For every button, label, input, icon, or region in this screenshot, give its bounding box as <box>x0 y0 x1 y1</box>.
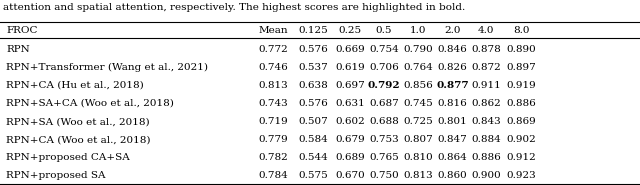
Text: 0.790: 0.790 <box>403 45 433 53</box>
Text: 0.537: 0.537 <box>298 63 328 72</box>
Text: 0.862: 0.862 <box>472 99 501 108</box>
Text: 0.900: 0.900 <box>472 171 501 180</box>
Text: 0.872: 0.872 <box>472 63 501 72</box>
Text: 0.919: 0.919 <box>507 81 536 90</box>
Text: 0.912: 0.912 <box>507 153 536 162</box>
Text: 0.679: 0.679 <box>335 135 365 144</box>
Text: 0.843: 0.843 <box>472 117 501 126</box>
Text: 0.772: 0.772 <box>259 45 288 53</box>
Text: 0.750: 0.750 <box>369 171 399 180</box>
Text: RPN+proposed CA+SA: RPN+proposed CA+SA <box>6 153 130 162</box>
Text: 0.689: 0.689 <box>335 153 365 162</box>
Text: attention and spatial attention, respectively. The highest scores are highlighte: attention and spatial attention, respect… <box>3 3 465 12</box>
Text: 4.0: 4.0 <box>478 26 495 35</box>
Text: 0.816: 0.816 <box>438 99 467 108</box>
Text: 0.897: 0.897 <box>507 63 536 72</box>
Text: 0.619: 0.619 <box>335 63 365 72</box>
Text: 0.923: 0.923 <box>507 171 536 180</box>
Text: 0.743: 0.743 <box>259 99 288 108</box>
Text: 0.869: 0.869 <box>507 117 536 126</box>
Text: 0.754: 0.754 <box>369 45 399 53</box>
Text: 8.0: 8.0 <box>513 26 530 35</box>
Text: 0.631: 0.631 <box>335 99 365 108</box>
Text: 0.719: 0.719 <box>259 117 288 126</box>
Text: 0.792: 0.792 <box>368 81 400 90</box>
Text: 0.782: 0.782 <box>259 153 288 162</box>
Text: 0.877: 0.877 <box>436 81 468 90</box>
Text: 0.902: 0.902 <box>507 135 536 144</box>
Text: 0.878: 0.878 <box>472 45 501 53</box>
Text: 0.813: 0.813 <box>259 81 288 90</box>
Text: 0.810: 0.810 <box>403 153 433 162</box>
Text: 0.890: 0.890 <box>507 45 536 53</box>
Text: 0.765: 0.765 <box>369 153 399 162</box>
Text: 0.638: 0.638 <box>298 81 328 90</box>
Text: 0.669: 0.669 <box>335 45 365 53</box>
Text: 0.764: 0.764 <box>403 63 433 72</box>
Text: 0.576: 0.576 <box>298 45 328 53</box>
Text: 0.784: 0.784 <box>259 171 288 180</box>
Text: 0.886: 0.886 <box>472 153 501 162</box>
Text: 0.688: 0.688 <box>369 117 399 126</box>
Text: RPN: RPN <box>6 45 30 53</box>
Text: RPN+proposed SA: RPN+proposed SA <box>6 171 106 180</box>
Text: 0.602: 0.602 <box>335 117 365 126</box>
Text: 0.807: 0.807 <box>403 135 433 144</box>
Text: 0.25: 0.25 <box>339 26 362 35</box>
Text: 0.576: 0.576 <box>298 99 328 108</box>
Text: 0.746: 0.746 <box>259 63 288 72</box>
Text: 0.575: 0.575 <box>298 171 328 180</box>
Text: Mean: Mean <box>259 26 288 35</box>
Text: 0.846: 0.846 <box>438 45 467 53</box>
Text: 0.911: 0.911 <box>472 81 501 90</box>
Text: 0.706: 0.706 <box>369 63 399 72</box>
Text: 0.125: 0.125 <box>298 26 328 35</box>
Text: 0.856: 0.856 <box>403 81 433 90</box>
Text: 0.779: 0.779 <box>259 135 288 144</box>
Text: 0.725: 0.725 <box>403 117 433 126</box>
Text: RPN+SA+CA (Woo et al., 2018): RPN+SA+CA (Woo et al., 2018) <box>6 99 174 108</box>
Text: 2.0: 2.0 <box>444 26 461 35</box>
Text: 0.813: 0.813 <box>403 171 433 180</box>
Text: 0.5: 0.5 <box>376 26 392 35</box>
Text: 0.687: 0.687 <box>369 99 399 108</box>
Text: 1.0: 1.0 <box>410 26 426 35</box>
Text: 0.584: 0.584 <box>298 135 328 144</box>
Text: RPN+SA (Woo et al., 2018): RPN+SA (Woo et al., 2018) <box>6 117 150 126</box>
Text: RPN+CA (Woo et al., 2018): RPN+CA (Woo et al., 2018) <box>6 135 151 144</box>
Text: 0.745: 0.745 <box>403 99 433 108</box>
Text: 0.697: 0.697 <box>335 81 365 90</box>
Text: RPN+Transformer (Wang et al., 2021): RPN+Transformer (Wang et al., 2021) <box>6 63 209 72</box>
Text: 0.801: 0.801 <box>438 117 467 126</box>
Text: 0.886: 0.886 <box>507 99 536 108</box>
Text: 0.847: 0.847 <box>438 135 467 144</box>
Text: 0.753: 0.753 <box>369 135 399 144</box>
Text: RPN+CA (Hu et al., 2018): RPN+CA (Hu et al., 2018) <box>6 81 144 90</box>
Text: 0.826: 0.826 <box>438 63 467 72</box>
Text: 0.864: 0.864 <box>438 153 467 162</box>
Text: FROC: FROC <box>6 26 38 35</box>
Text: 0.507: 0.507 <box>298 117 328 126</box>
Text: 0.860: 0.860 <box>438 171 467 180</box>
Text: 0.884: 0.884 <box>472 135 501 144</box>
Text: 0.544: 0.544 <box>298 153 328 162</box>
Text: 0.670: 0.670 <box>335 171 365 180</box>
